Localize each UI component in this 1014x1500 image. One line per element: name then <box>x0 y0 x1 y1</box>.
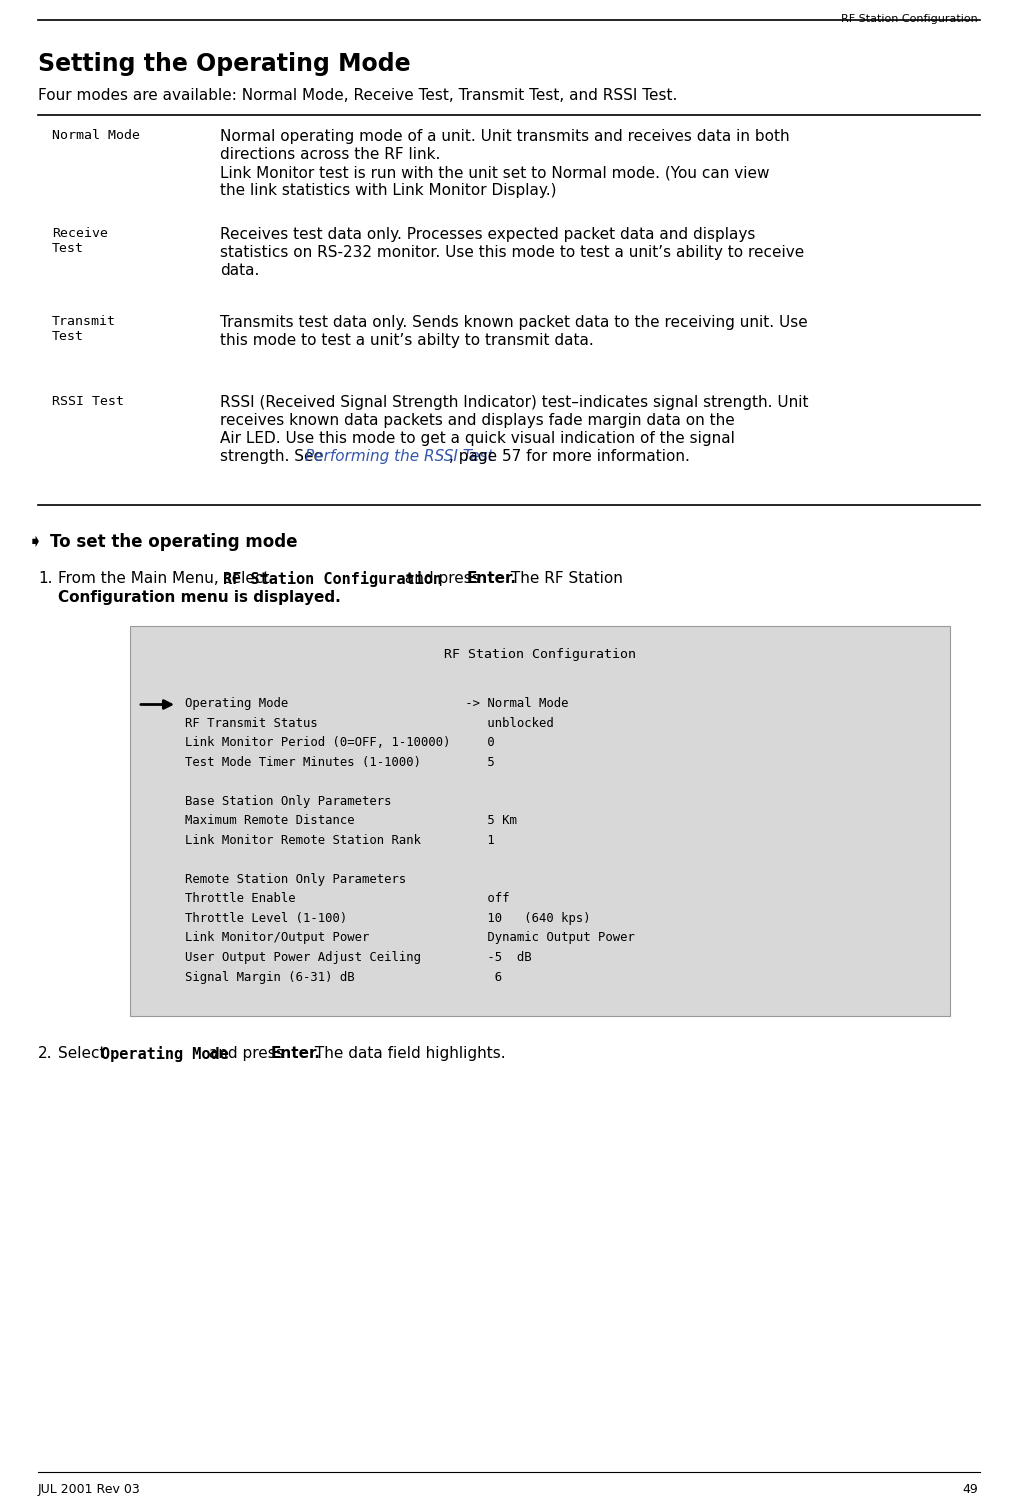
Text: 49: 49 <box>962 1484 977 1496</box>
Text: To set the operating mode: To set the operating mode <box>50 532 297 550</box>
Text: , page 57 for more information.: , page 57 for more information. <box>449 448 690 464</box>
Text: Transmit
Test: Transmit Test <box>52 315 116 344</box>
Text: Setting the Operating Mode: Setting the Operating Mode <box>38 53 411 76</box>
Text: data.: data. <box>220 262 260 278</box>
Text: Throttle Level (1-100)                   10   (640 kps): Throttle Level (1-100) 10 (640 kps) <box>185 912 590 926</box>
Text: 1.: 1. <box>38 572 53 586</box>
Text: From the Main Menu, select: From the Main Menu, select <box>58 572 274 586</box>
Text: JUL 2001 Rev 03: JUL 2001 Rev 03 <box>38 1484 141 1496</box>
Text: RSSI (Received Signal Strength Indicator) test–indicates signal strength. Unit: RSSI (Received Signal Strength Indicator… <box>220 394 808 410</box>
Text: The RF Station: The RF Station <box>506 572 623 586</box>
Text: and press: and press <box>204 1046 288 1060</box>
Text: Link Monitor Period (0=OFF, 1-10000)     0: Link Monitor Period (0=OFF, 1-10000) 0 <box>185 736 495 750</box>
Text: Link Monitor test is run with the unit set to Normal mode. (You can view: Link Monitor test is run with the unit s… <box>220 165 770 180</box>
Text: the link statistics with Link Monitor Display.): the link statistics with Link Monitor Di… <box>220 183 557 198</box>
Text: RF Transmit Status                       unblocked: RF Transmit Status unblocked <box>185 717 554 730</box>
Text: and press: and press <box>400 572 485 586</box>
Text: ➧: ➧ <box>28 532 44 550</box>
Text: Enter.: Enter. <box>467 572 517 586</box>
Text: RF Station Configuration: RF Station Configuration <box>444 648 636 662</box>
Text: Enter.: Enter. <box>271 1046 321 1060</box>
Text: Operating Mode: Operating Mode <box>100 1046 228 1062</box>
Text: Air LED. Use this mode to get a quick visual indication of the signal: Air LED. Use this mode to get a quick vi… <box>220 430 735 445</box>
Text: RSSI Test: RSSI Test <box>52 394 124 408</box>
Text: Configuration menu is displayed.: Configuration menu is displayed. <box>58 590 341 604</box>
Text: strength. See: strength. See <box>220 448 328 464</box>
Text: Performing the RSSI Test: Performing the RSSI Test <box>305 448 494 464</box>
Text: directions across the RF link.: directions across the RF link. <box>220 147 440 162</box>
Text: Remote Station Only Parameters: Remote Station Only Parameters <box>185 873 407 886</box>
Text: 2.: 2. <box>38 1046 53 1060</box>
Text: Signal Margin (6-31) dB                   6: Signal Margin (6-31) dB 6 <box>185 970 502 984</box>
Text: RF Station Configuration: RF Station Configuration <box>223 572 442 586</box>
Text: Normal operating mode of a unit. Unit transmits and receives data in both: Normal operating mode of a unit. Unit tr… <box>220 129 790 144</box>
Text: Transmits test data only. Sends known packet data to the receiving unit. Use: Transmits test data only. Sends known pa… <box>220 315 808 330</box>
Bar <box>130 626 950 1016</box>
Text: Normal Mode: Normal Mode <box>52 129 140 142</box>
Text: Link Monitor Remote Station Rank         1: Link Monitor Remote Station Rank 1 <box>185 834 495 848</box>
Text: Test Mode Timer Minutes (1-1000)         5: Test Mode Timer Minutes (1-1000) 5 <box>185 756 495 770</box>
Text: receives known data packets and displays fade margin data on the: receives known data packets and displays… <box>220 413 735 428</box>
Text: Operating Mode                        -> Normal Mode: Operating Mode -> Normal Mode <box>185 698 569 711</box>
Text: RF Station Configuration: RF Station Configuration <box>842 13 977 24</box>
Text: this mode to test a unit’s abilty to transmit data.: this mode to test a unit’s abilty to tra… <box>220 333 594 348</box>
Text: Base Station Only Parameters: Base Station Only Parameters <box>185 795 391 808</box>
Text: Receive
Test: Receive Test <box>52 226 108 255</box>
Text: statistics on RS-232 monitor. Use this mode to test a unit’s ability to receive: statistics on RS-232 monitor. Use this m… <box>220 244 804 260</box>
Text: The data field highlights.: The data field highlights. <box>310 1046 506 1060</box>
Text: Receives test data only. Processes expected packet data and displays: Receives test data only. Processes expec… <box>220 226 755 242</box>
Text: Four modes are available: Normal Mode, Receive Test, Transmit Test, and RSSI Tes: Four modes are available: Normal Mode, R… <box>38 88 677 104</box>
Text: Link Monitor/Output Power                Dynamic Output Power: Link Monitor/Output Power Dynamic Output… <box>185 932 635 945</box>
Text: Maximum Remote Distance                  5 Km: Maximum Remote Distance 5 Km <box>185 815 517 828</box>
Text: Select: Select <box>58 1046 111 1060</box>
Text: User Output Power Adjust Ceiling         -5  dB: User Output Power Adjust Ceiling -5 dB <box>185 951 531 964</box>
Text: Throttle Enable                          off: Throttle Enable off <box>185 892 509 906</box>
